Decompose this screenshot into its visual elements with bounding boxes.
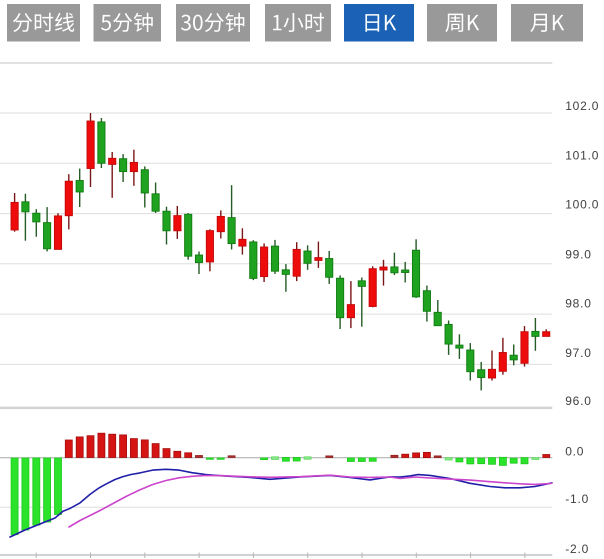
svg-text:-1.0: -1.0 xyxy=(565,492,589,506)
svg-text:0.0: 0.0 xyxy=(565,444,584,458)
svg-text:98.0: 98.0 xyxy=(565,296,592,310)
svg-text:-2.0: -2.0 xyxy=(565,542,589,556)
svg-text:99.0: 99.0 xyxy=(565,248,592,262)
svg-text:102.0: 102.0 xyxy=(565,99,599,113)
svg-text:100.0: 100.0 xyxy=(565,198,599,212)
svg-text:96.0: 96.0 xyxy=(565,394,592,408)
svg-text:97.0: 97.0 xyxy=(565,346,592,360)
svg-text:101.0: 101.0 xyxy=(565,148,599,162)
